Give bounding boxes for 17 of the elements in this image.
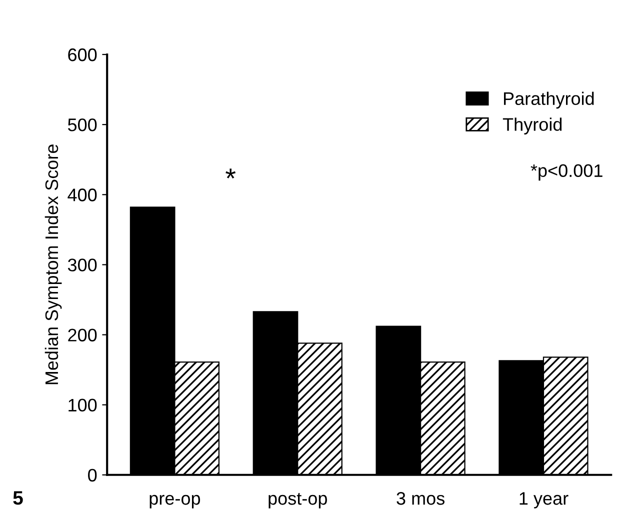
x-tick-label: 3 mos <box>396 492 444 505</box>
y-tick-label: 500 <box>68 118 97 132</box>
y-tick-label: 400 <box>68 188 97 202</box>
x-tick-label: pre-op <box>150 494 200 508</box>
annotation: * <box>226 168 236 178</box>
y-tick-label: 200 <box>68 328 97 342</box>
x-tick-label: 1 year <box>520 492 568 508</box>
y-tick-label: 300 <box>68 258 97 272</box>
legend-label: Thyroid <box>502 118 562 134</box>
legend-label: Parathyroid <box>504 92 594 109</box>
y-tick-label: 0 <box>88 468 97 482</box>
y-tick-label: 100 <box>68 398 97 412</box>
x-tick-label: post-op <box>268 492 327 508</box>
y-tick-label: 600 <box>68 48 97 62</box>
y-axis-title: Median Symptom Index Score <box>44 144 62 384</box>
annotation: *p<0.001 <box>530 164 602 181</box>
text: 5 <box>13 491 23 505</box>
